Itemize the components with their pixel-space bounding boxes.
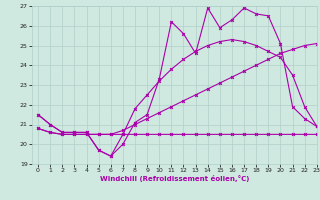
X-axis label: Windchill (Refroidissement éolien,°C): Windchill (Refroidissement éolien,°C): [100, 175, 249, 182]
